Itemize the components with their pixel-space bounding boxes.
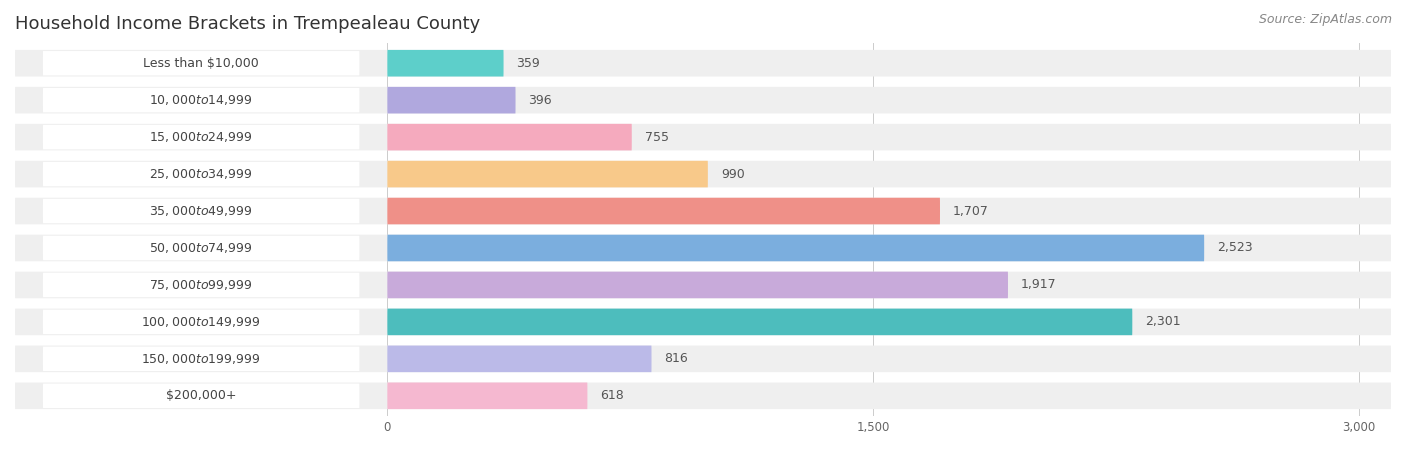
FancyBboxPatch shape — [387, 383, 588, 409]
FancyBboxPatch shape — [44, 51, 360, 75]
Text: $15,000 to $24,999: $15,000 to $24,999 — [149, 130, 253, 144]
Text: $35,000 to $49,999: $35,000 to $49,999 — [149, 204, 253, 218]
Text: Household Income Brackets in Trempealeau County: Household Income Brackets in Trempealeau… — [15, 15, 481, 33]
FancyBboxPatch shape — [387, 50, 503, 76]
Text: 396: 396 — [529, 94, 553, 107]
Text: 2,301: 2,301 — [1146, 315, 1181, 328]
FancyBboxPatch shape — [387, 161, 707, 187]
FancyBboxPatch shape — [15, 124, 1391, 150]
Text: $25,000 to $34,999: $25,000 to $34,999 — [149, 167, 253, 181]
FancyBboxPatch shape — [15, 308, 1391, 335]
Text: 359: 359 — [516, 57, 540, 70]
FancyBboxPatch shape — [15, 198, 1391, 224]
FancyBboxPatch shape — [387, 272, 1008, 298]
FancyBboxPatch shape — [44, 273, 360, 297]
FancyBboxPatch shape — [387, 308, 1132, 335]
Text: Source: ZipAtlas.com: Source: ZipAtlas.com — [1258, 13, 1392, 26]
FancyBboxPatch shape — [44, 347, 360, 371]
FancyBboxPatch shape — [387, 346, 651, 372]
FancyBboxPatch shape — [387, 198, 941, 224]
FancyBboxPatch shape — [44, 310, 360, 334]
FancyBboxPatch shape — [387, 235, 1204, 261]
FancyBboxPatch shape — [15, 383, 1391, 409]
FancyBboxPatch shape — [15, 272, 1391, 298]
Text: 2,523: 2,523 — [1218, 242, 1253, 255]
Text: 618: 618 — [600, 389, 624, 402]
Text: $150,000 to $199,999: $150,000 to $199,999 — [142, 352, 262, 366]
Text: 816: 816 — [665, 352, 688, 365]
Text: $75,000 to $99,999: $75,000 to $99,999 — [149, 278, 253, 292]
FancyBboxPatch shape — [15, 87, 1391, 114]
FancyBboxPatch shape — [387, 87, 516, 114]
Text: 1,917: 1,917 — [1021, 278, 1056, 291]
FancyBboxPatch shape — [15, 50, 1391, 76]
FancyBboxPatch shape — [387, 124, 631, 150]
FancyBboxPatch shape — [44, 383, 360, 408]
FancyBboxPatch shape — [44, 125, 360, 150]
Text: $100,000 to $149,999: $100,000 to $149,999 — [142, 315, 262, 329]
Text: Less than $10,000: Less than $10,000 — [143, 57, 259, 70]
FancyBboxPatch shape — [15, 235, 1391, 261]
Text: 755: 755 — [645, 131, 669, 144]
FancyBboxPatch shape — [44, 88, 360, 112]
FancyBboxPatch shape — [15, 161, 1391, 187]
FancyBboxPatch shape — [44, 236, 360, 260]
FancyBboxPatch shape — [15, 346, 1391, 372]
Text: $50,000 to $74,999: $50,000 to $74,999 — [149, 241, 253, 255]
Text: 1,707: 1,707 — [953, 205, 988, 217]
Text: 990: 990 — [721, 167, 745, 180]
FancyBboxPatch shape — [44, 199, 360, 223]
Text: $200,000+: $200,000+ — [166, 389, 236, 402]
Text: $10,000 to $14,999: $10,000 to $14,999 — [149, 93, 253, 107]
FancyBboxPatch shape — [44, 162, 360, 186]
